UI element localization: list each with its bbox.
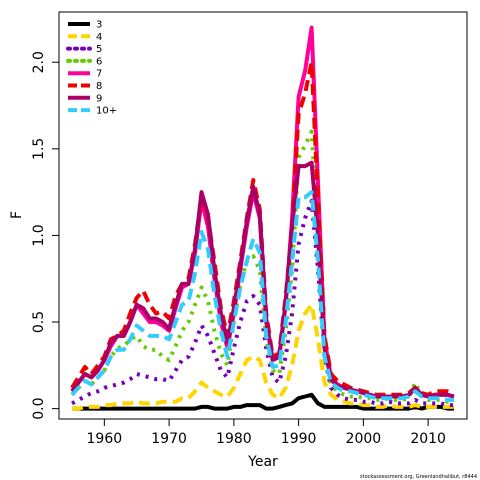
series-layer [70,25,455,411]
x-axis: 1960 1970 1980 1990 2000 2010 [87,419,446,447]
legend-label: 8 [96,81,102,92]
x-axis-title: Year [247,454,278,470]
y-tick-label: 1.5 [31,138,47,160]
series-line-0 [72,392,454,411]
x-tick-label: 1960 [87,431,123,447]
y-tick-label: 1.0 [31,224,47,246]
legend-label: 3 [96,20,102,31]
legend-label: 4 [96,32,102,43]
x-tick-label: 2000 [346,431,382,447]
y-tick-label: 2.0 [31,51,47,73]
y-tick-label: 0.5 [31,311,47,333]
y-tick-label: 0.0 [31,397,47,419]
series-line-2 [71,198,454,408]
x-tick-label: 1990 [281,431,317,447]
series-line-7 [70,190,454,402]
legend-label: 10+ [96,106,117,117]
x-tick-label: 1970 [151,431,187,447]
legend-label: 7 [96,69,102,80]
y-axis: 0.0 0.5 1.0 1.5 2.0 [31,51,59,420]
footnote: stockassessment.org, Greenlandhalibut, r… [360,474,477,480]
series-line-5 [70,60,455,397]
legend-label: 6 [96,56,102,67]
y-axis-title: F [9,211,25,219]
x-tick-label: 1980 [216,431,252,447]
legend-label: 5 [96,44,102,55]
legend-label: 9 [96,93,102,104]
plot-frame [58,11,468,420]
x-tick-label: 2010 [410,431,446,447]
